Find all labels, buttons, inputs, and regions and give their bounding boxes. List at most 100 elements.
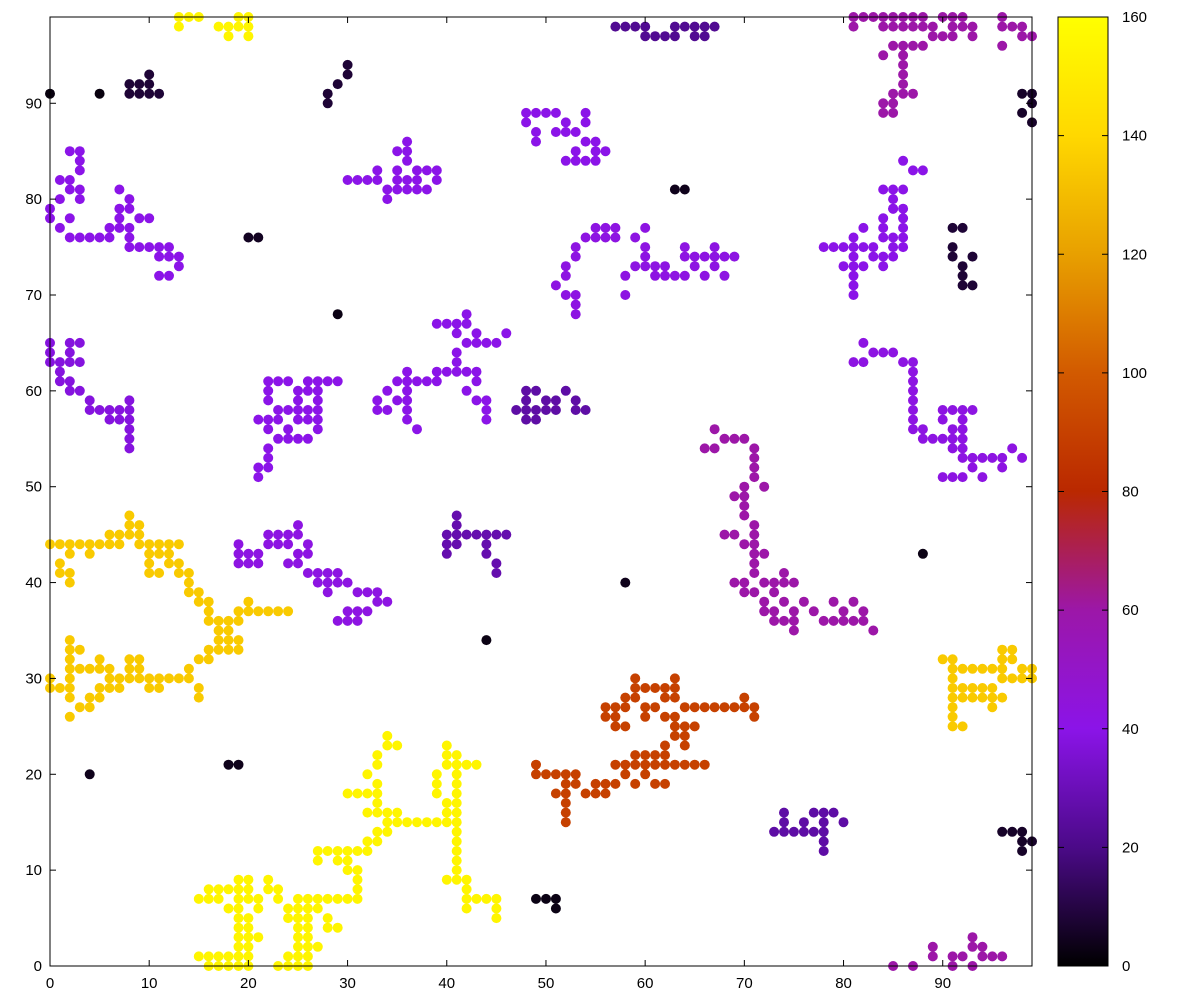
data-point [213, 615, 224, 626]
data-point [302, 932, 313, 943]
data-point [749, 702, 760, 713]
data-point [709, 251, 720, 262]
data-point [640, 31, 651, 42]
data-point [273, 539, 284, 550]
data-point [223, 759, 234, 770]
data-point [124, 529, 135, 540]
data-point [878, 184, 889, 195]
data-point [1017, 663, 1028, 674]
data-point [560, 127, 571, 137]
data-point [74, 194, 85, 205]
data-point [263, 414, 274, 425]
data-point [134, 654, 145, 665]
data-point [699, 702, 710, 713]
data-point [808, 606, 819, 617]
data-point [302, 922, 313, 933]
data-point [908, 376, 918, 387]
data-point [650, 778, 661, 789]
data-point [759, 577, 770, 588]
data-point [749, 452, 760, 463]
data-point [550, 788, 561, 799]
data-point [709, 443, 720, 454]
data-point [164, 673, 174, 684]
colorbar [1057, 16, 1109, 967]
data-point [362, 807, 373, 818]
data-point [967, 692, 978, 703]
y-tick-label: 0 [34, 958, 42, 975]
data-point [451, 520, 462, 531]
data-point [243, 913, 254, 924]
data-point [987, 683, 998, 693]
data-point [570, 127, 581, 137]
data-point [124, 232, 135, 243]
data-point [352, 884, 363, 895]
data-point [322, 577, 333, 588]
data-point [908, 395, 918, 406]
data-point [620, 692, 631, 703]
data-point [124, 222, 135, 233]
data-point [64, 635, 75, 646]
data-point [888, 232, 899, 243]
data-point [203, 606, 214, 617]
data-point [293, 520, 303, 531]
data-point [74, 702, 85, 713]
data-point [441, 548, 452, 559]
data-point [898, 155, 909, 166]
data-point [541, 893, 551, 904]
data-point [620, 759, 631, 770]
data-point [471, 893, 482, 904]
data-point [749, 587, 760, 598]
data-point [461, 874, 472, 885]
data-point [947, 251, 958, 262]
data-point [273, 433, 284, 444]
data-point [997, 452, 1008, 463]
data-point [114, 203, 125, 214]
data-point [640, 759, 651, 770]
data-point [560, 155, 571, 166]
data-point [957, 405, 968, 415]
data-point [560, 385, 571, 396]
data-point [471, 529, 482, 540]
data-point [154, 539, 165, 550]
data-point [54, 558, 65, 569]
data-point [223, 884, 234, 895]
data-point [74, 357, 85, 368]
data-point [441, 529, 452, 540]
data-point [878, 222, 889, 233]
data-point [104, 405, 115, 415]
data-point [293, 405, 303, 415]
data-point [293, 385, 303, 396]
data-point [650, 759, 661, 770]
data-point [898, 357, 909, 368]
data-point [332, 79, 343, 90]
y-tick-label: 40 [25, 575, 42, 592]
data-point [54, 376, 65, 387]
data-point [580, 788, 591, 799]
data-point [858, 222, 869, 233]
data-point [660, 261, 670, 272]
data-point [421, 817, 432, 828]
data-point [124, 443, 135, 454]
cluster-32 [531, 673, 760, 828]
data-point [898, 40, 909, 51]
data-point [124, 405, 135, 415]
data-point [898, 184, 909, 195]
data-point [193, 654, 204, 665]
data-point [739, 500, 750, 511]
data-point [332, 615, 343, 626]
data-point [372, 587, 383, 598]
data-point [451, 817, 462, 828]
data-point [243, 893, 254, 904]
data-point [610, 222, 621, 233]
data-point [263, 529, 274, 540]
data-point [848, 251, 859, 262]
data-point [124, 510, 135, 521]
data-point [1007, 654, 1018, 665]
data-point [937, 414, 948, 425]
data-point [451, 328, 462, 339]
data-point [412, 817, 422, 828]
data-point [382, 405, 393, 415]
data-point [431, 165, 442, 176]
data-point [590, 788, 601, 799]
data-point [580, 232, 591, 243]
